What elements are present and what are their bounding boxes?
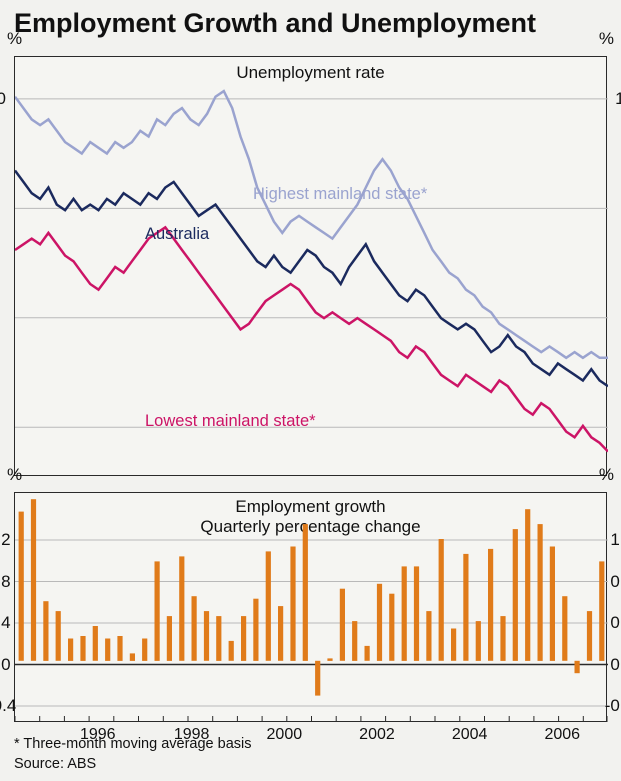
growth-bar-7	[105, 639, 110, 661]
growth-bar-4	[68, 639, 73, 661]
growth-bar-45	[575, 661, 580, 673]
growth-bar-11	[155, 561, 160, 661]
bottom-chart-ytick-0.4-right: 0.4	[610, 613, 621, 633]
bottom-chart-xtick-2000: 2000	[267, 726, 303, 744]
bottom-chart-xtick-2002: 2002	[359, 726, 395, 744]
growth-bar-42	[538, 524, 543, 661]
label-lowest-mainland: Lowest mainland state*	[145, 412, 316, 431]
footnote-line1: * Three-month moving average basis	[14, 736, 252, 752]
growth-bar-8	[117, 636, 122, 661]
bottom-chart-gridlines	[15, 540, 608, 706]
bottom-chart-xtick-2004: 2004	[452, 726, 488, 744]
growth-bar-44	[562, 596, 567, 661]
growth-bar-0	[19, 512, 24, 661]
growth-bar-37	[476, 621, 481, 661]
growth-bar-22	[290, 547, 295, 661]
growth-bar-13	[179, 556, 184, 660]
growth-bar-32	[414, 566, 419, 661]
bottom-chart-svg	[15, 493, 608, 723]
growth-bar-21	[278, 606, 283, 661]
bottom-chart-ytick-1.2-left: 1.2	[0, 530, 11, 550]
top-chart-container: % % Unemployment rate 10 8 6 4 10 8 6 4 …	[14, 56, 607, 476]
growth-bar-6	[93, 626, 98, 661]
label-australia: Australia	[145, 225, 209, 244]
growth-bar-23	[303, 524, 308, 661]
bottom-chart-bars	[19, 499, 605, 695]
top-chart-ytick-10-right: 10	[615, 89, 621, 109]
growth-bar-24	[315, 661, 320, 696]
growth-bar-17	[229, 641, 234, 661]
bottom-chart-ytick-0.8-left: 0.8	[0, 572, 11, 592]
growth-bar-35	[451, 629, 456, 661]
growth-bar-34	[439, 539, 444, 661]
bottom-chart-xtick-2006: 2006	[544, 726, 580, 744]
growth-bar-1	[31, 499, 36, 661]
bottom-chart-xticks	[15, 716, 608, 722]
bottom-chart-ytick-1.2-right: 1.2	[610, 530, 621, 550]
growth-bar-14	[192, 596, 197, 661]
growth-bar-29	[377, 584, 382, 661]
growth-bar-19	[253, 599, 258, 661]
label-highest-mainland: Highest mainland state*	[253, 185, 427, 204]
bottom-chart-unit-left: %	[7, 465, 22, 485]
growth-bar-26	[340, 589, 345, 661]
growth-bar-36	[463, 554, 468, 661]
growth-bar-47	[599, 561, 604, 661]
growth-bar-16	[216, 616, 221, 661]
growth-bar-3	[56, 611, 61, 661]
growth-bar-40	[513, 529, 518, 661]
bottom-chart-ytick-0.0-right: 0.0	[610, 655, 621, 675]
top-chart-ytick-10-left: 10	[0, 89, 6, 109]
growth-bar-9	[130, 653, 135, 661]
footnote-line2: Source: ABS	[14, 756, 96, 772]
growth-bar-5	[80, 636, 85, 661]
growth-bar-18	[241, 616, 246, 661]
growth-bar-10	[142, 639, 147, 661]
chart-page: Employment Growth and Unemployment % % U…	[0, 0, 621, 781]
growth-bar-33	[426, 611, 431, 661]
bottom-chart-ytick-0.8-right: 0.8	[610, 572, 621, 592]
growth-bar-43	[550, 547, 555, 661]
bottom-chart-ytick--0.4-left: -0.4	[0, 696, 16, 716]
growth-bar-39	[500, 616, 505, 661]
top-chart-unit-left: %	[7, 29, 22, 49]
growth-bar-27	[352, 621, 357, 661]
bottom-chart-unit-right: %	[599, 465, 614, 485]
top-chart-gridlines	[15, 99, 608, 427]
top-chart-unit-right: %	[599, 29, 614, 49]
growth-bar-30	[389, 594, 394, 661]
growth-bar-2	[43, 601, 48, 661]
chart-title: Employment Growth and Unemployment	[14, 8, 536, 39]
growth-bar-15	[204, 611, 209, 661]
growth-bar-28	[365, 646, 370, 661]
bottom-chart-container: % % Employment growth Quarterly percenta…	[14, 492, 607, 722]
bottom-chart-ytick-0.0-left: 0.0	[0, 655, 11, 675]
growth-bar-41	[525, 509, 530, 661]
growth-bar-38	[488, 549, 493, 661]
growth-bar-12	[167, 616, 172, 661]
bottom-chart-ytick--0.4-right: -0.4	[605, 696, 621, 716]
growth-bar-25	[327, 658, 332, 661]
growth-bar-46	[587, 611, 592, 661]
growth-bar-31	[402, 566, 407, 661]
growth-bar-20	[266, 551, 271, 660]
bottom-chart-ytick-0.4-left: 0.4	[0, 613, 11, 633]
